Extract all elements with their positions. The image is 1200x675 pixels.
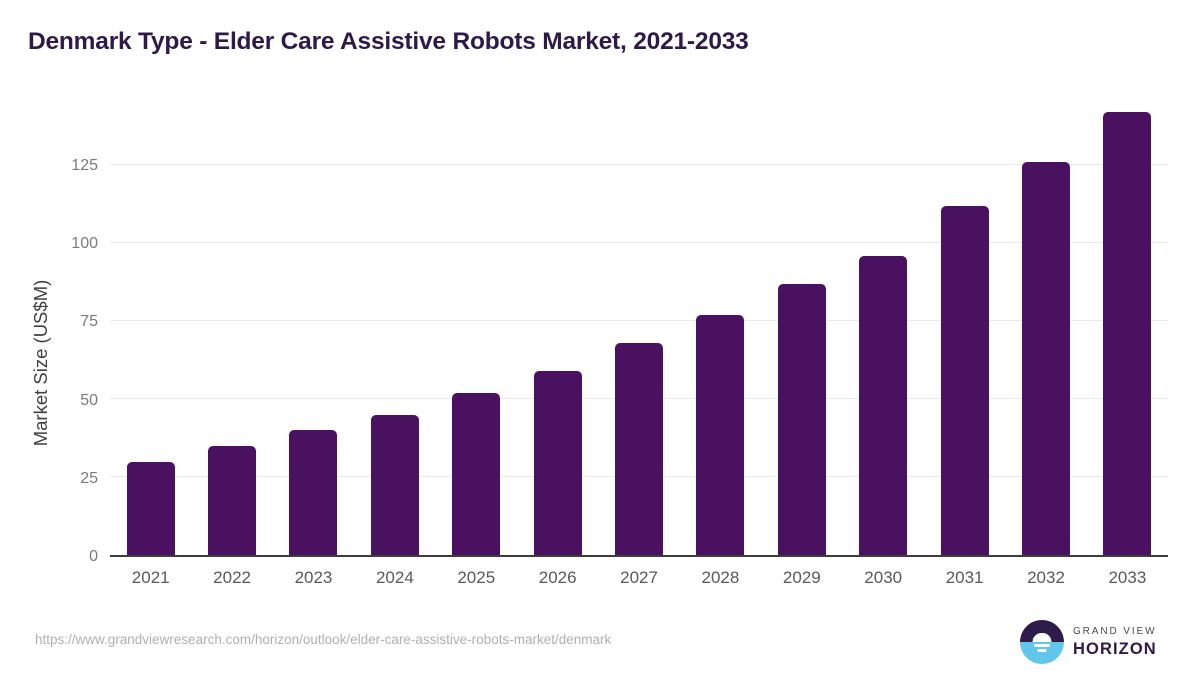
x-tick-label: 2033	[1108, 568, 1147, 587]
x-tick-label: 2030	[864, 568, 903, 587]
bar-column	[354, 100, 435, 555]
bar-column	[191, 100, 272, 555]
x-tick-label: 2025	[457, 568, 496, 587]
reflection-line	[1034, 644, 1050, 647]
bar-column	[761, 100, 842, 555]
bar-2028[interactable]	[696, 315, 745, 555]
y-tick-label: 75	[80, 313, 98, 331]
bar-2025[interactable]	[452, 392, 501, 555]
logo-text: GRAND VIEW HORIZON	[1073, 626, 1157, 659]
bar-2021[interactable]	[126, 461, 175, 555]
x-tick-label: 2023	[294, 568, 333, 587]
y-tick-label: 25	[80, 469, 98, 487]
x-tick-label: 2026	[538, 568, 577, 587]
x-tick-label: 2024	[375, 568, 414, 587]
gridline	[110, 164, 1168, 166]
bar-2029[interactable]	[777, 283, 826, 555]
gridline	[110, 320, 1168, 322]
bar-2023[interactable]	[289, 430, 338, 555]
brand-logo: GRAND VIEW HORIZON	[1020, 620, 1157, 664]
x-tick-label: 2029	[782, 568, 821, 587]
x-tick-label: 2021	[131, 568, 170, 587]
bar-column	[517, 100, 598, 555]
bar-2032[interactable]	[1021, 162, 1070, 555]
bar-column	[1087, 100, 1168, 555]
bar-column	[1005, 100, 1086, 555]
logo-horizon-label: HORIZON	[1073, 639, 1157, 658]
y-tick-label: 0	[89, 548, 98, 565]
source-url-link[interactable]: https://www.grandviewresearch.com/horizo…	[35, 632, 612, 647]
y-tick-label: 100	[71, 235, 98, 252]
y-tick-label: 50	[80, 391, 98, 409]
x-tick-label: 2028	[701, 568, 740, 587]
bar-2026[interactable]	[533, 371, 582, 555]
bar-2033[interactable]	[1103, 112, 1152, 555]
bar-column	[273, 100, 354, 555]
plot-area	[110, 100, 1168, 557]
x-tick-label: 2022	[213, 568, 251, 587]
x-tick-label: 2032	[1027, 568, 1065, 587]
bar-column	[680, 100, 761, 555]
logo-grand-view-label: GRAND VIEW	[1073, 625, 1157, 637]
chart-title: Denmark Type - Elder Care Assistive Robo…	[28, 28, 749, 55]
bar-column	[110, 100, 191, 555]
bar-column	[436, 100, 517, 555]
bar-2027[interactable]	[615, 343, 664, 555]
reflection-line	[1037, 649, 1047, 652]
x-tick-label: 2031	[945, 568, 984, 587]
gridline	[110, 242, 1168, 244]
bar-column	[924, 100, 1005, 555]
x-axis-labels: 2021 2022 2023 2024 2025 2026 2027 2028 2029 2030…	[110, 568, 1168, 588]
bar-2030[interactable]	[859, 255, 908, 555]
horizon-sun-icon	[1020, 620, 1064, 664]
bar-2024[interactable]	[370, 414, 419, 555]
x-tick-label: 2027	[620, 568, 658, 587]
bar-2022[interactable]	[208, 445, 257, 555]
bar-column	[843, 100, 924, 555]
y-tick-label: 125	[71, 156, 98, 174]
bar-2031[interactable]	[940, 205, 989, 555]
bars-row	[110, 100, 1168, 555]
bar-column	[598, 100, 679, 555]
sun-dome-shape	[1032, 633, 1052, 642]
y-axis-tick-labels: 0 25 50 75 100 125	[0, 100, 98, 565]
